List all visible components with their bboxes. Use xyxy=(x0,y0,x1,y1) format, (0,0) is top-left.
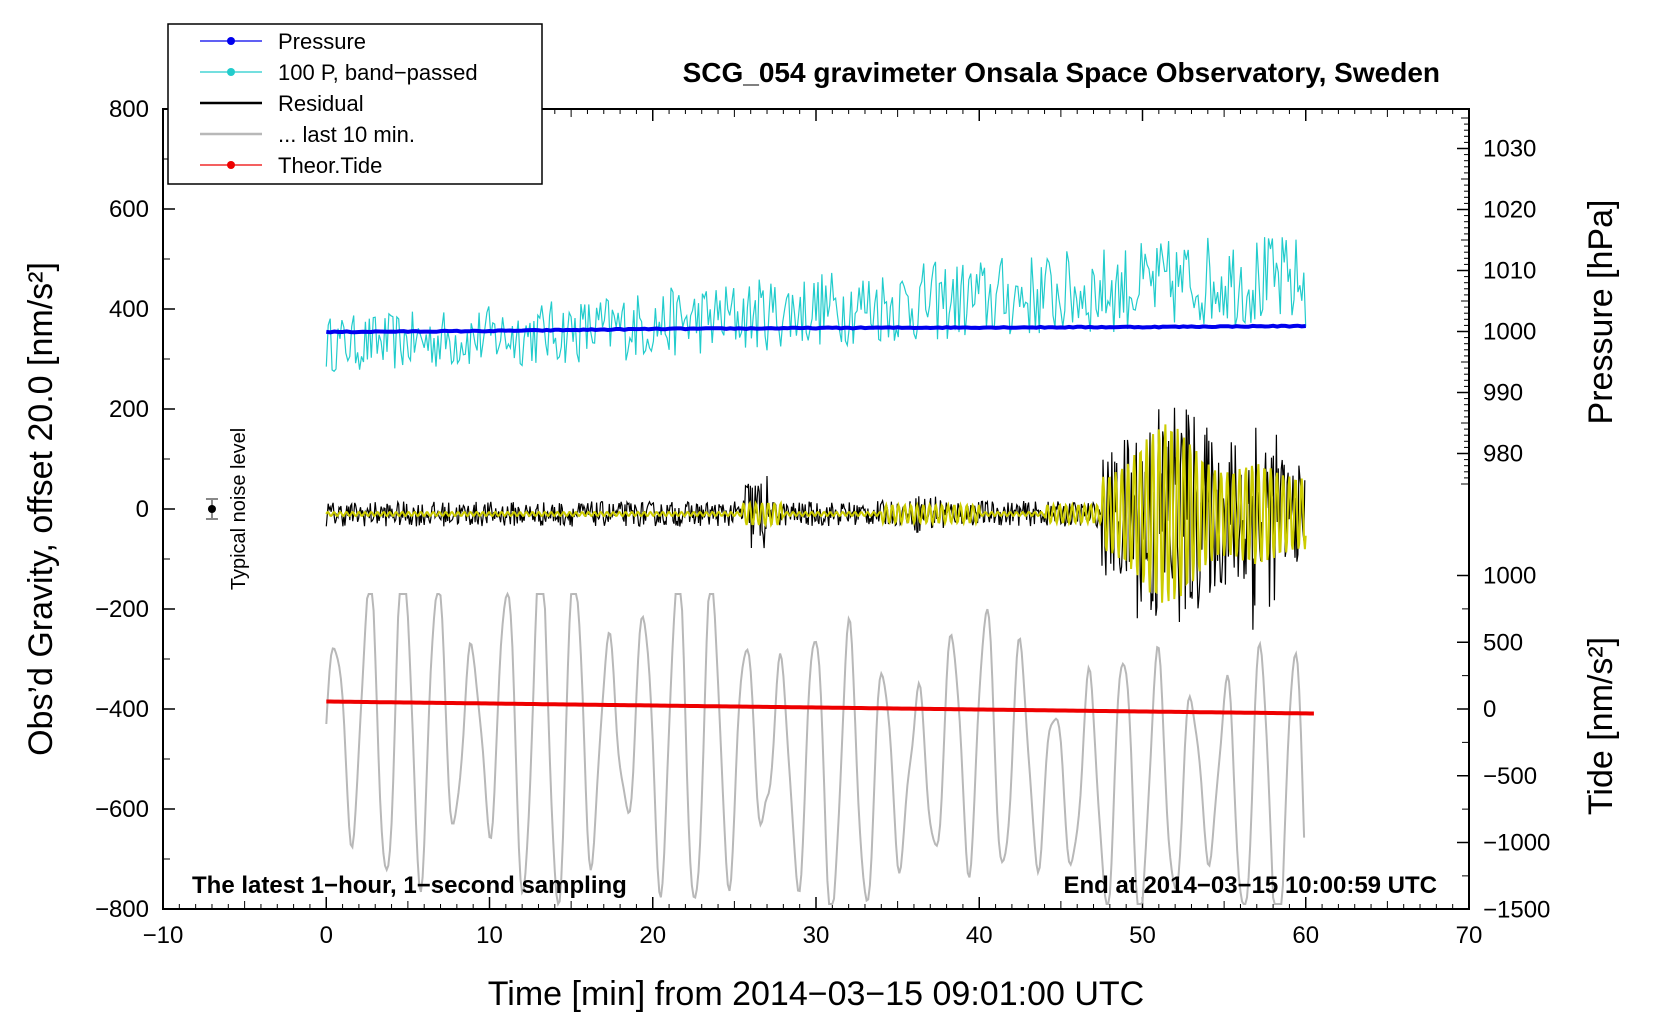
x-axis-title: Time [min] from 2014−03−15 09:01:00 UTC xyxy=(488,975,1144,1013)
tide-tick-label: 1000 xyxy=(1483,563,1536,590)
y-tick-label: 0 xyxy=(136,496,149,523)
legend-label: ... last 10 min. xyxy=(278,122,415,147)
series-band-passed-pressure xyxy=(325,237,1307,373)
y-tick-label: 400 xyxy=(109,296,149,323)
pressure-axis-title: Pressure [hPa] xyxy=(1582,200,1620,425)
y-tick-label: 200 xyxy=(109,396,149,423)
legend: Pressure 100 P, band−passed Residual ... la… xyxy=(167,23,543,185)
pressure-tick-label: 1010 xyxy=(1483,258,1536,285)
y-tick-label: 600 xyxy=(109,196,149,223)
x-axis-ticks: −10 0 10 20 30 40 50 60 70 xyxy=(143,109,1483,949)
pressure-tick-label: 990 xyxy=(1483,380,1523,407)
y-tick-label: −400 xyxy=(95,696,149,723)
y-axis-ticks: −800 −600 −400 −200 0 200 400 600 800 xyxy=(95,96,175,923)
x-tick-label: 10 xyxy=(476,922,503,949)
legend-label: 100 P, band−passed xyxy=(278,60,478,85)
series-last-10-min xyxy=(325,591,1306,907)
x-tick-label: 20 xyxy=(639,922,666,949)
pressure-axis-ticks: 980 990 1000 1010 1020 1030 xyxy=(1457,117,1536,485)
tide-tick-label: −1000 xyxy=(1483,830,1550,857)
chart-title: SCG_054 gravimeter Onsala Space Observat… xyxy=(683,57,1440,88)
legend-label: Residual xyxy=(278,91,364,116)
y-axis-title: Obs’d Gravity, offset 20.0 [nm/s²] xyxy=(22,262,60,756)
legend-swatch-marker xyxy=(227,161,235,169)
series-pressure xyxy=(326,323,1306,335)
pressure-tick-label: 1020 xyxy=(1483,197,1536,224)
x-tick-label: 0 xyxy=(320,922,333,949)
series-layer xyxy=(325,237,1314,907)
pressure-tick-label: 1000 xyxy=(1483,319,1536,346)
noise-label: Typical noise level xyxy=(228,428,250,590)
x-tick-label: −10 xyxy=(143,922,184,949)
legend-label: Theor.Tide xyxy=(278,153,382,178)
x-tick-label: 50 xyxy=(1129,922,1156,949)
note-right: End at 2014−03−15 10:00:59 UTC xyxy=(1063,872,1437,899)
legend-swatch-marker xyxy=(227,68,235,76)
tide-tick-label: −500 xyxy=(1483,763,1537,790)
tide-tick-label: 0 xyxy=(1483,696,1496,723)
noise-dot xyxy=(207,505,216,513)
y-tick-label: −600 xyxy=(95,796,149,823)
y-tick-label: −200 xyxy=(95,596,149,623)
x-tick-label: 70 xyxy=(1456,922,1483,949)
x-tick-label: 60 xyxy=(1292,922,1319,949)
y-tick-label: 800 xyxy=(109,96,149,123)
x-tick-label: 30 xyxy=(803,922,830,949)
pressure-tick-label: 1030 xyxy=(1483,136,1536,163)
series-theoretical-tide xyxy=(326,699,1314,716)
tide-tick-label: 500 xyxy=(1483,629,1523,656)
legend-label: Pressure xyxy=(278,29,366,54)
legend-swatch-marker xyxy=(227,37,235,45)
y-tick-label: −800 xyxy=(95,896,149,923)
pressure-tick-label: 980 xyxy=(1483,441,1523,468)
tide-axis-ticks: −1500 −1000 −500 0 500 1000 xyxy=(1457,563,1550,923)
note-left: The latest 1−hour, 1−second sampling xyxy=(192,872,627,899)
tide-tick-label: −1500 xyxy=(1483,896,1550,923)
x-tick-label: 40 xyxy=(966,922,993,949)
series-residual-band-passed xyxy=(325,424,1307,603)
noise-bar xyxy=(205,498,218,520)
tide-axis-title: Tide [nm/s²] xyxy=(1582,637,1620,815)
